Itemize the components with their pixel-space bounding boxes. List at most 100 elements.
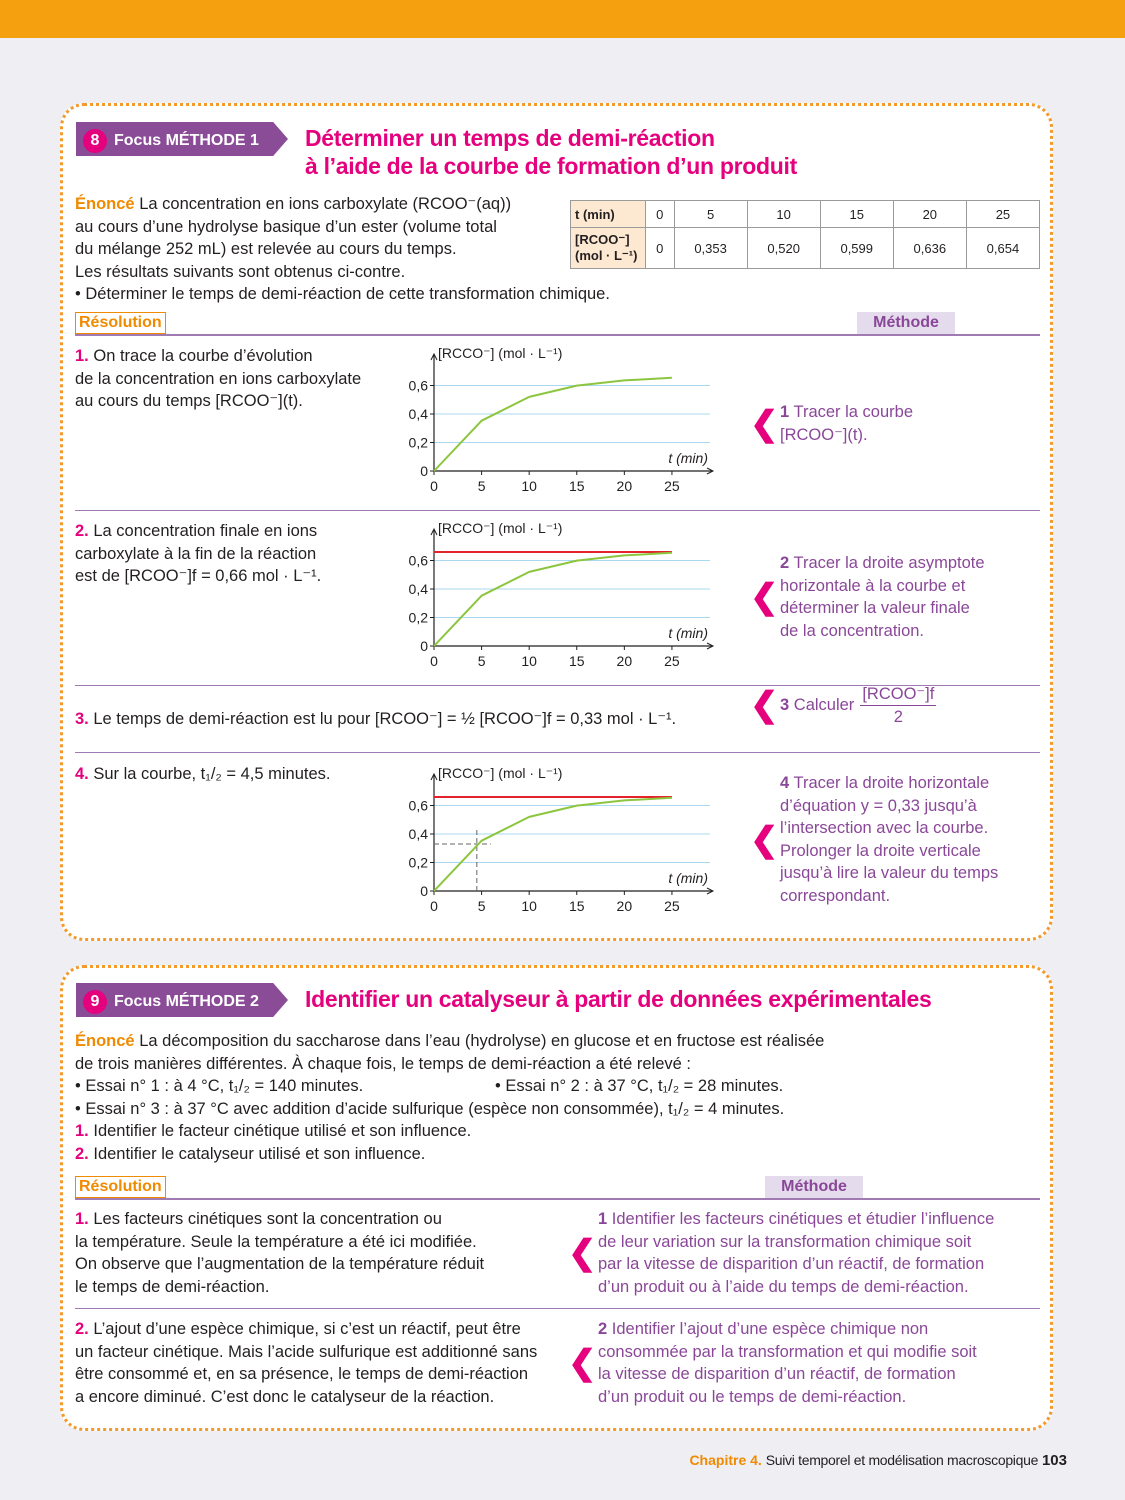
y-axis-label: [RCCO⁻] (mol · L⁻¹) — [438, 520, 562, 536]
step-line: carboxylate à la fin de la réaction — [75, 543, 316, 565]
statement-line: du mélange 252 mL) est relevée au cours … — [75, 238, 457, 260]
fraction: [RCOO⁻]f 2 — [860, 683, 937, 728]
method-text: d’un produit ou à l’aide du temps de dem… — [598, 1277, 969, 1296]
method-line: de la concentration. — [780, 620, 924, 642]
table-cell: 0,654 — [965, 227, 1041, 269]
section-title: Identifier un catalyseur à partir de don… — [305, 986, 932, 1012]
method-label: Méthode — [857, 312, 955, 334]
step-text: être consommé et, en sa présence, le tem… — [75, 1365, 529, 1384]
table-cell: 0 — [645, 227, 675, 269]
curve — [433, 551, 672, 647]
statement-line: • Déterminer le temps de demi-réaction d… — [75, 283, 610, 305]
method-line: la vitesse de disparition d’un réactif, … — [598, 1363, 956, 1385]
method-line: 2 Tracer la droite asymptote — [780, 552, 985, 574]
x-tick-label: 15 — [569, 898, 585, 914]
method-number: 1 — [780, 403, 790, 421]
method-text: d’équation y = 0,33 jusqu’à — [780, 796, 977, 815]
method-text: de leur variation sur la transformation … — [598, 1232, 972, 1251]
x-axis-label: t (min) — [668, 870, 708, 886]
x-tick-label: 25 — [664, 898, 680, 914]
table-cell: [RCOO⁻] (mol · L⁻¹) — [570, 227, 646, 269]
statement-item: • Essai n° 2 : à 37 °C, t₁/₂ = 28 minute… — [495, 1077, 784, 1096]
method-line: d’équation y = 0,33 jusqu’à — [780, 795, 977, 817]
step-line: est de [RCOO⁻]f = 0,66 mol · L⁻¹. — [75, 565, 321, 587]
method-line: Prolonger la droite verticale — [780, 840, 981, 862]
footer-chapter: Chapitre 4. — [689, 1452, 762, 1468]
step-text: L’ajout d’une espèce chimique, si c’est … — [93, 1320, 521, 1338]
separator — [75, 334, 1040, 336]
step-line: 4. Sur la courbe, t₁/₂ = 4,5 minutes. — [75, 763, 331, 785]
section-title: à l’aide de la courbe de formation d’un … — [305, 153, 797, 179]
data-table: t (min) 0 5 10 15 20 25 [RCOO⁻] (mol · L⁻¹) 0 0,3… — [570, 200, 1041, 269]
method-line: par la vitesse de disparition d’un réact… — [598, 1253, 984, 1275]
method-number: 2 — [598, 1320, 608, 1338]
step-line: au cours du temps [RCOO⁻](t). — [75, 390, 303, 412]
step-line: 3. Le temps de demi-réaction est lu pour… — [75, 708, 676, 730]
y-axis-label: [RCCO⁻] (mol · L⁻¹) — [438, 345, 562, 361]
step-text: le temps de demi-réaction. — [75, 1277, 270, 1296]
section-title: Déterminer un temps de demi-réaction — [305, 125, 715, 151]
step-text: On observe que l’augmentation de la temp… — [75, 1255, 485, 1274]
step-line: 2. La concentration finale en ions — [75, 520, 317, 542]
table-cell: 0,599 — [819, 227, 894, 269]
method-line: 3 Calculer [RCOO⁻]f 2 — [780, 683, 937, 728]
method-label: Méthode — [765, 1176, 863, 1198]
statement-line: Énoncé La décomposition du saccharose da… — [75, 1030, 824, 1052]
step-text: La concentration finale en ions — [93, 522, 318, 540]
step-number: 3. — [75, 710, 89, 728]
x-tick-label: 5 — [478, 898, 486, 914]
method-chevron: ❮ — [750, 686, 779, 725]
x-tick-label: 5 — [478, 653, 486, 669]
method-line: déterminer la valeur finale — [780, 597, 970, 619]
y-tick-label: 0,6 — [409, 553, 429, 569]
y-tick-label: 0 — [420, 463, 428, 479]
y-tick-label: 0,4 — [409, 406, 429, 422]
chart: 0 0,2 0,4 0,6 0 5 10 15 20 25 [RCCO⁻] (mol · L⁻¹) t… — [409, 520, 715, 669]
y-tick-label: 0,4 — [409, 581, 429, 597]
table-cell: t (min) — [570, 200, 646, 228]
method-text: horizontale à la courbe et — [780, 576, 966, 595]
step-line: la température. Seule la température a é… — [75, 1231, 477, 1253]
method-line: horizontale à la courbe et — [780, 575, 965, 597]
method-line: d’un produit ou le temps de demi-réactio… — [598, 1386, 906, 1408]
step-number: 2. — [75, 1320, 89, 1338]
fraction-numerator: [RCOO⁻]f — [860, 683, 937, 706]
step-line: de la concentration en ions carboxylate — [75, 368, 361, 390]
step-number: 1. — [75, 1210, 89, 1228]
step-line: le temps de demi-réaction. — [75, 1276, 269, 1298]
badge-number: 8 — [83, 129, 107, 153]
method-chevron: ❮ — [750, 578, 779, 617]
method-text: Tracer la droite asymptote — [793, 554, 985, 572]
method-text: déterminer la valeur finale — [780, 599, 970, 618]
curve — [433, 796, 672, 892]
method-line: consommée par la transformation et qui m… — [598, 1341, 977, 1363]
x-axis-label: t (min) — [668, 625, 708, 641]
step-line: un facteur cinétique. Mais l’acide sulfu… — [75, 1341, 537, 1363]
method-number: 1 — [598, 1210, 608, 1228]
method-text: Calculer — [793, 695, 855, 714]
method-line: 4 Tracer la droite horizontale — [780, 772, 989, 794]
method-line: d’un produit ou à l’aide du temps de dem… — [598, 1276, 969, 1298]
footer-title: Suivi temporel et modélisation macroscop… — [765, 1452, 1039, 1468]
y-tick-label: 0,2 — [409, 435, 429, 451]
table-cell: 5 — [673, 200, 748, 228]
table-cell: 0 — [645, 200, 675, 228]
step-text: Sur la courbe, t₁/₂ = 4,5 minutes. — [93, 765, 331, 783]
y-axis-label: [RCCO⁻] (mol · L⁻¹) — [438, 765, 562, 781]
table-cell: 25 — [965, 200, 1041, 228]
method-chevron: ❮ — [750, 404, 779, 443]
table-cell: 10 — [746, 200, 821, 228]
x-axis-label: t (min) — [668, 450, 708, 466]
step-text: la température. Seule la température a é… — [75, 1232, 477, 1251]
x-arrow — [706, 467, 715, 475]
step-line: 1. Les facteurs cinétiques sont la conce… — [75, 1208, 442, 1230]
x-tick-label: 20 — [617, 898, 633, 914]
method-text: Tracer la courbe — [793, 403, 914, 421]
curve — [433, 376, 672, 472]
statement-text: Les résultats suivants sont obtenus ci-c… — [75, 262, 406, 281]
method-text: par la vitesse de disparition d’un réact… — [598, 1255, 985, 1274]
method-text: [RCOO⁻](t). — [780, 425, 868, 444]
table-cell: 15 — [819, 200, 894, 228]
y-tick-label: 0 — [420, 638, 428, 654]
step-line: a encore diminué. C’est donc le catalyse… — [75, 1386, 494, 1408]
